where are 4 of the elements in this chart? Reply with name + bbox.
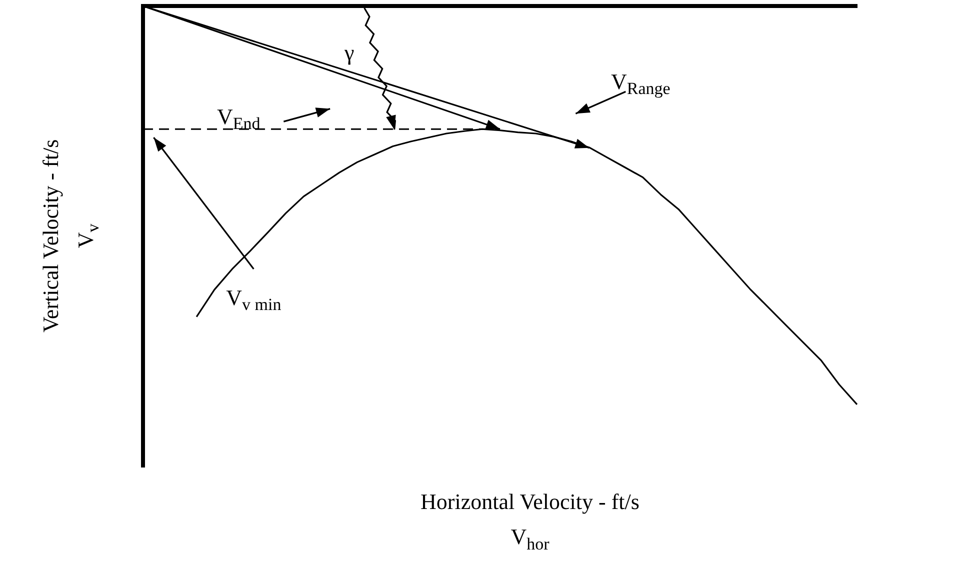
- annotation: γ: [344, 40, 354, 66]
- annotation: V$_{v min}$: [226, 285, 282, 316]
- x-axis-title: Horizontal Velocity - ft/s V$_{hor}$: [420, 488, 640, 556]
- annotation: V$_{Range}$: [610, 68, 670, 99]
